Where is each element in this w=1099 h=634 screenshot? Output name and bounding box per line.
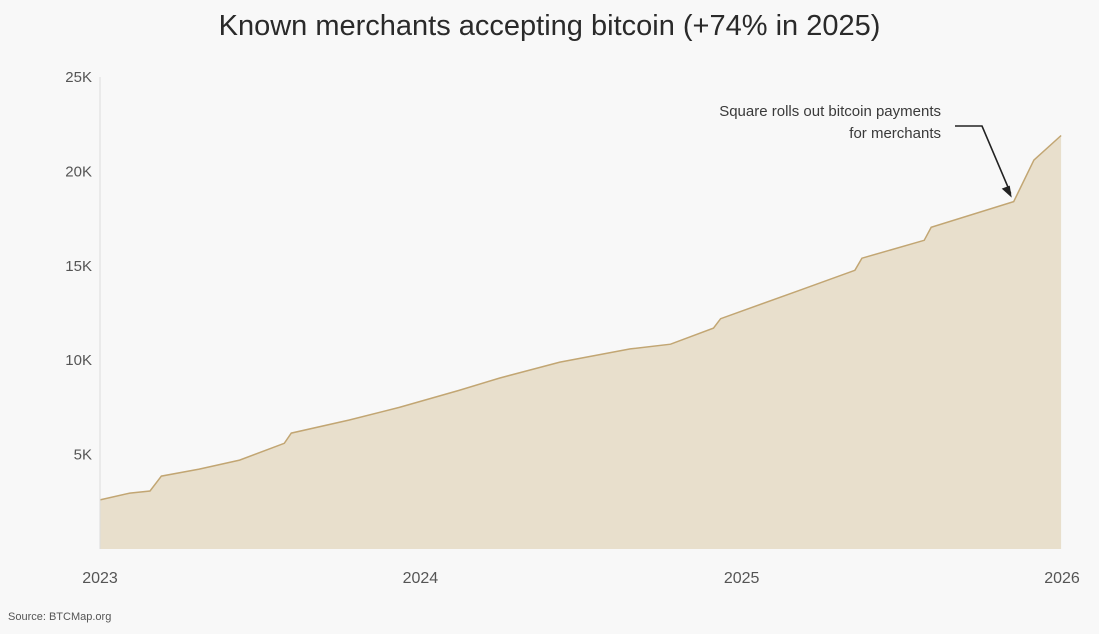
y-tick-label: 10K: [65, 352, 92, 369]
x-tick-label: 2024: [403, 570, 439, 587]
annotation-text: Square rolls out bitcoin payments: [719, 103, 941, 120]
annotation-arrow: [955, 125, 1012, 194]
y-tick-label: 5K: [74, 447, 92, 464]
x-tick-label: 2025: [724, 570, 760, 587]
chart-title: Known merchants accepting bitcoin (+74% …: [218, 10, 881, 42]
y-tick-label: 20K: [65, 163, 92, 180]
y-tick-label: 25K: [65, 69, 92, 86]
area-fill: [100, 135, 1062, 549]
x-tick-label: 2026: [1044, 570, 1080, 587]
annotation-text: for merchants: [849, 125, 941, 142]
source-note: Source: BTCMap.org: [8, 611, 112, 623]
y-tick-label: 15K: [65, 258, 92, 275]
arrowhead-icon: [1001, 185, 1012, 198]
x-tick-label: 2023: [82, 570, 118, 587]
series-line: [99, 134, 1062, 501]
